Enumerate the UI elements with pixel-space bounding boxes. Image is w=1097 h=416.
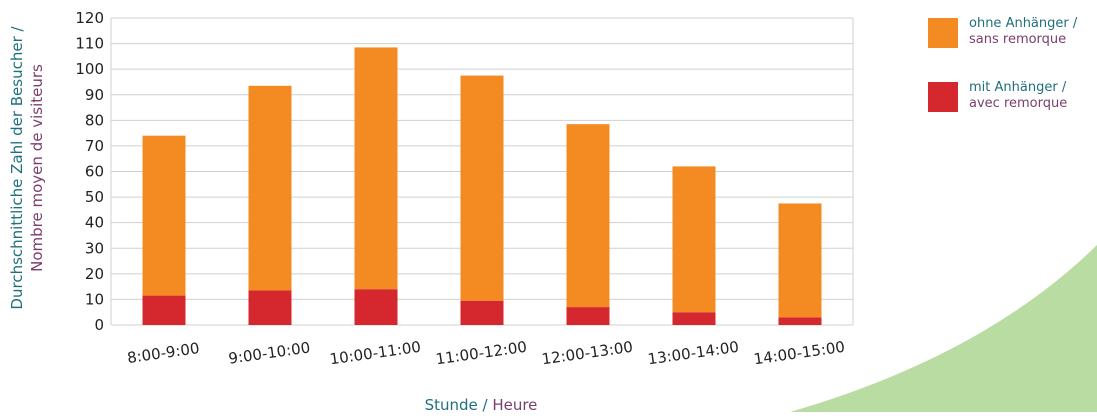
x-tick-label: 9:00-10:00 <box>227 338 311 367</box>
y-tick-label: 80 <box>85 111 104 129</box>
legend-label-fr: sans remorque <box>969 32 1067 47</box>
bar-segment-ohne-anhaenger <box>566 124 610 308</box>
bar-segment-mit-anhaenger <box>778 317 822 325</box>
y-axis-label-de: Durchschnittliche Zahl der Besucher / <box>8 25 26 309</box>
x-tick-label: 12:00-13:00 <box>541 338 634 369</box>
y-tick-label: 60 <box>85 163 104 181</box>
legend-label-sep: / <box>1057 80 1067 95</box>
bar-segment-ohne-anhaenger <box>672 166 716 313</box>
x-tick-label: 14:00-15:00 <box>753 338 846 369</box>
bar-segment-mit-anhaenger <box>142 295 186 325</box>
y-tick-label: 110 <box>75 35 104 53</box>
bar-segment-ohne-anhaenger <box>142 135 186 296</box>
x-tick-label: 8:00-9:00 <box>126 339 201 367</box>
bar-segment-mit-anhaenger <box>566 307 610 325</box>
bar-segment-ohne-anhaenger <box>354 47 398 290</box>
legend-swatch-orange <box>928 18 958 48</box>
bar-segment-ohne-anhaenger <box>778 203 822 318</box>
y-tick-label: 20 <box>85 265 104 283</box>
bar-segment-mit-anhaenger <box>460 300 504 325</box>
x-axis-label: Stunde / Heure <box>425 396 538 412</box>
y-tick-label: 40 <box>85 214 104 232</box>
legend-label-de: mit Anhänger <box>969 80 1058 95</box>
bars <box>142 47 822 325</box>
legend-label-ohne-anhaenger: ohne Anhänger / sans remorque <box>969 16 1077 48</box>
y-tick-label: 90 <box>85 86 104 104</box>
y-tick-label: 10 <box>85 290 104 308</box>
legend-label-de: ohne Anhänger <box>969 16 1069 31</box>
bar-segment-ohne-anhaenger <box>460 75 504 301</box>
legend-label-mit-anhaenger: mit Anhänger / avec remorque <box>969 80 1067 112</box>
x-axis-label-fr: Heure <box>492 396 537 412</box>
y-tick-label: 100 <box>75 60 104 78</box>
bar-segment-ohne-anhaenger <box>248 85 292 291</box>
bar-segment-mit-anhaenger <box>354 289 398 325</box>
legend-item-ohne-anhaenger: ohne Anhänger / sans remorque <box>928 16 1093 50</box>
y-tick-label: 120 <box>75 9 104 27</box>
legend-label-fr: avec remorque <box>969 96 1068 111</box>
y-tick-label: 30 <box>85 239 104 257</box>
bar-segment-mit-anhaenger <box>672 312 716 325</box>
x-tick-label: 11:00-12:00 <box>435 338 528 369</box>
decorative-green-shape <box>790 245 1097 412</box>
y-tick-label: 0 <box>94 316 104 334</box>
legend-item-mit-anhaenger: mit Anhänger / avec remorque <box>928 80 1093 114</box>
x-tick-labels: 8:00-9:00 9:00-10:00 10:00-11:00 11:00-12:0… <box>126 338 846 369</box>
legend-label-sep: / <box>1068 16 1078 31</box>
legend-swatch-red <box>928 82 958 112</box>
y-tick-label: 70 <box>85 137 104 155</box>
x-tick-label: 10:00-11:00 <box>329 338 422 369</box>
x-axis-label-sep: / <box>478 396 493 412</box>
y-tick-label: 50 <box>85 188 104 206</box>
x-tick-label: 13:00-14:00 <box>647 338 740 369</box>
y-tick-labels: 0 10 20 30 40 50 60 70 80 90 100 110 120 <box>75 9 104 334</box>
bar-segment-mit-anhaenger <box>248 290 292 325</box>
y-axis-label-fr: Nombre moyen de visiteurs <box>28 64 46 272</box>
x-axis-label-de: Stunde <box>425 396 478 412</box>
